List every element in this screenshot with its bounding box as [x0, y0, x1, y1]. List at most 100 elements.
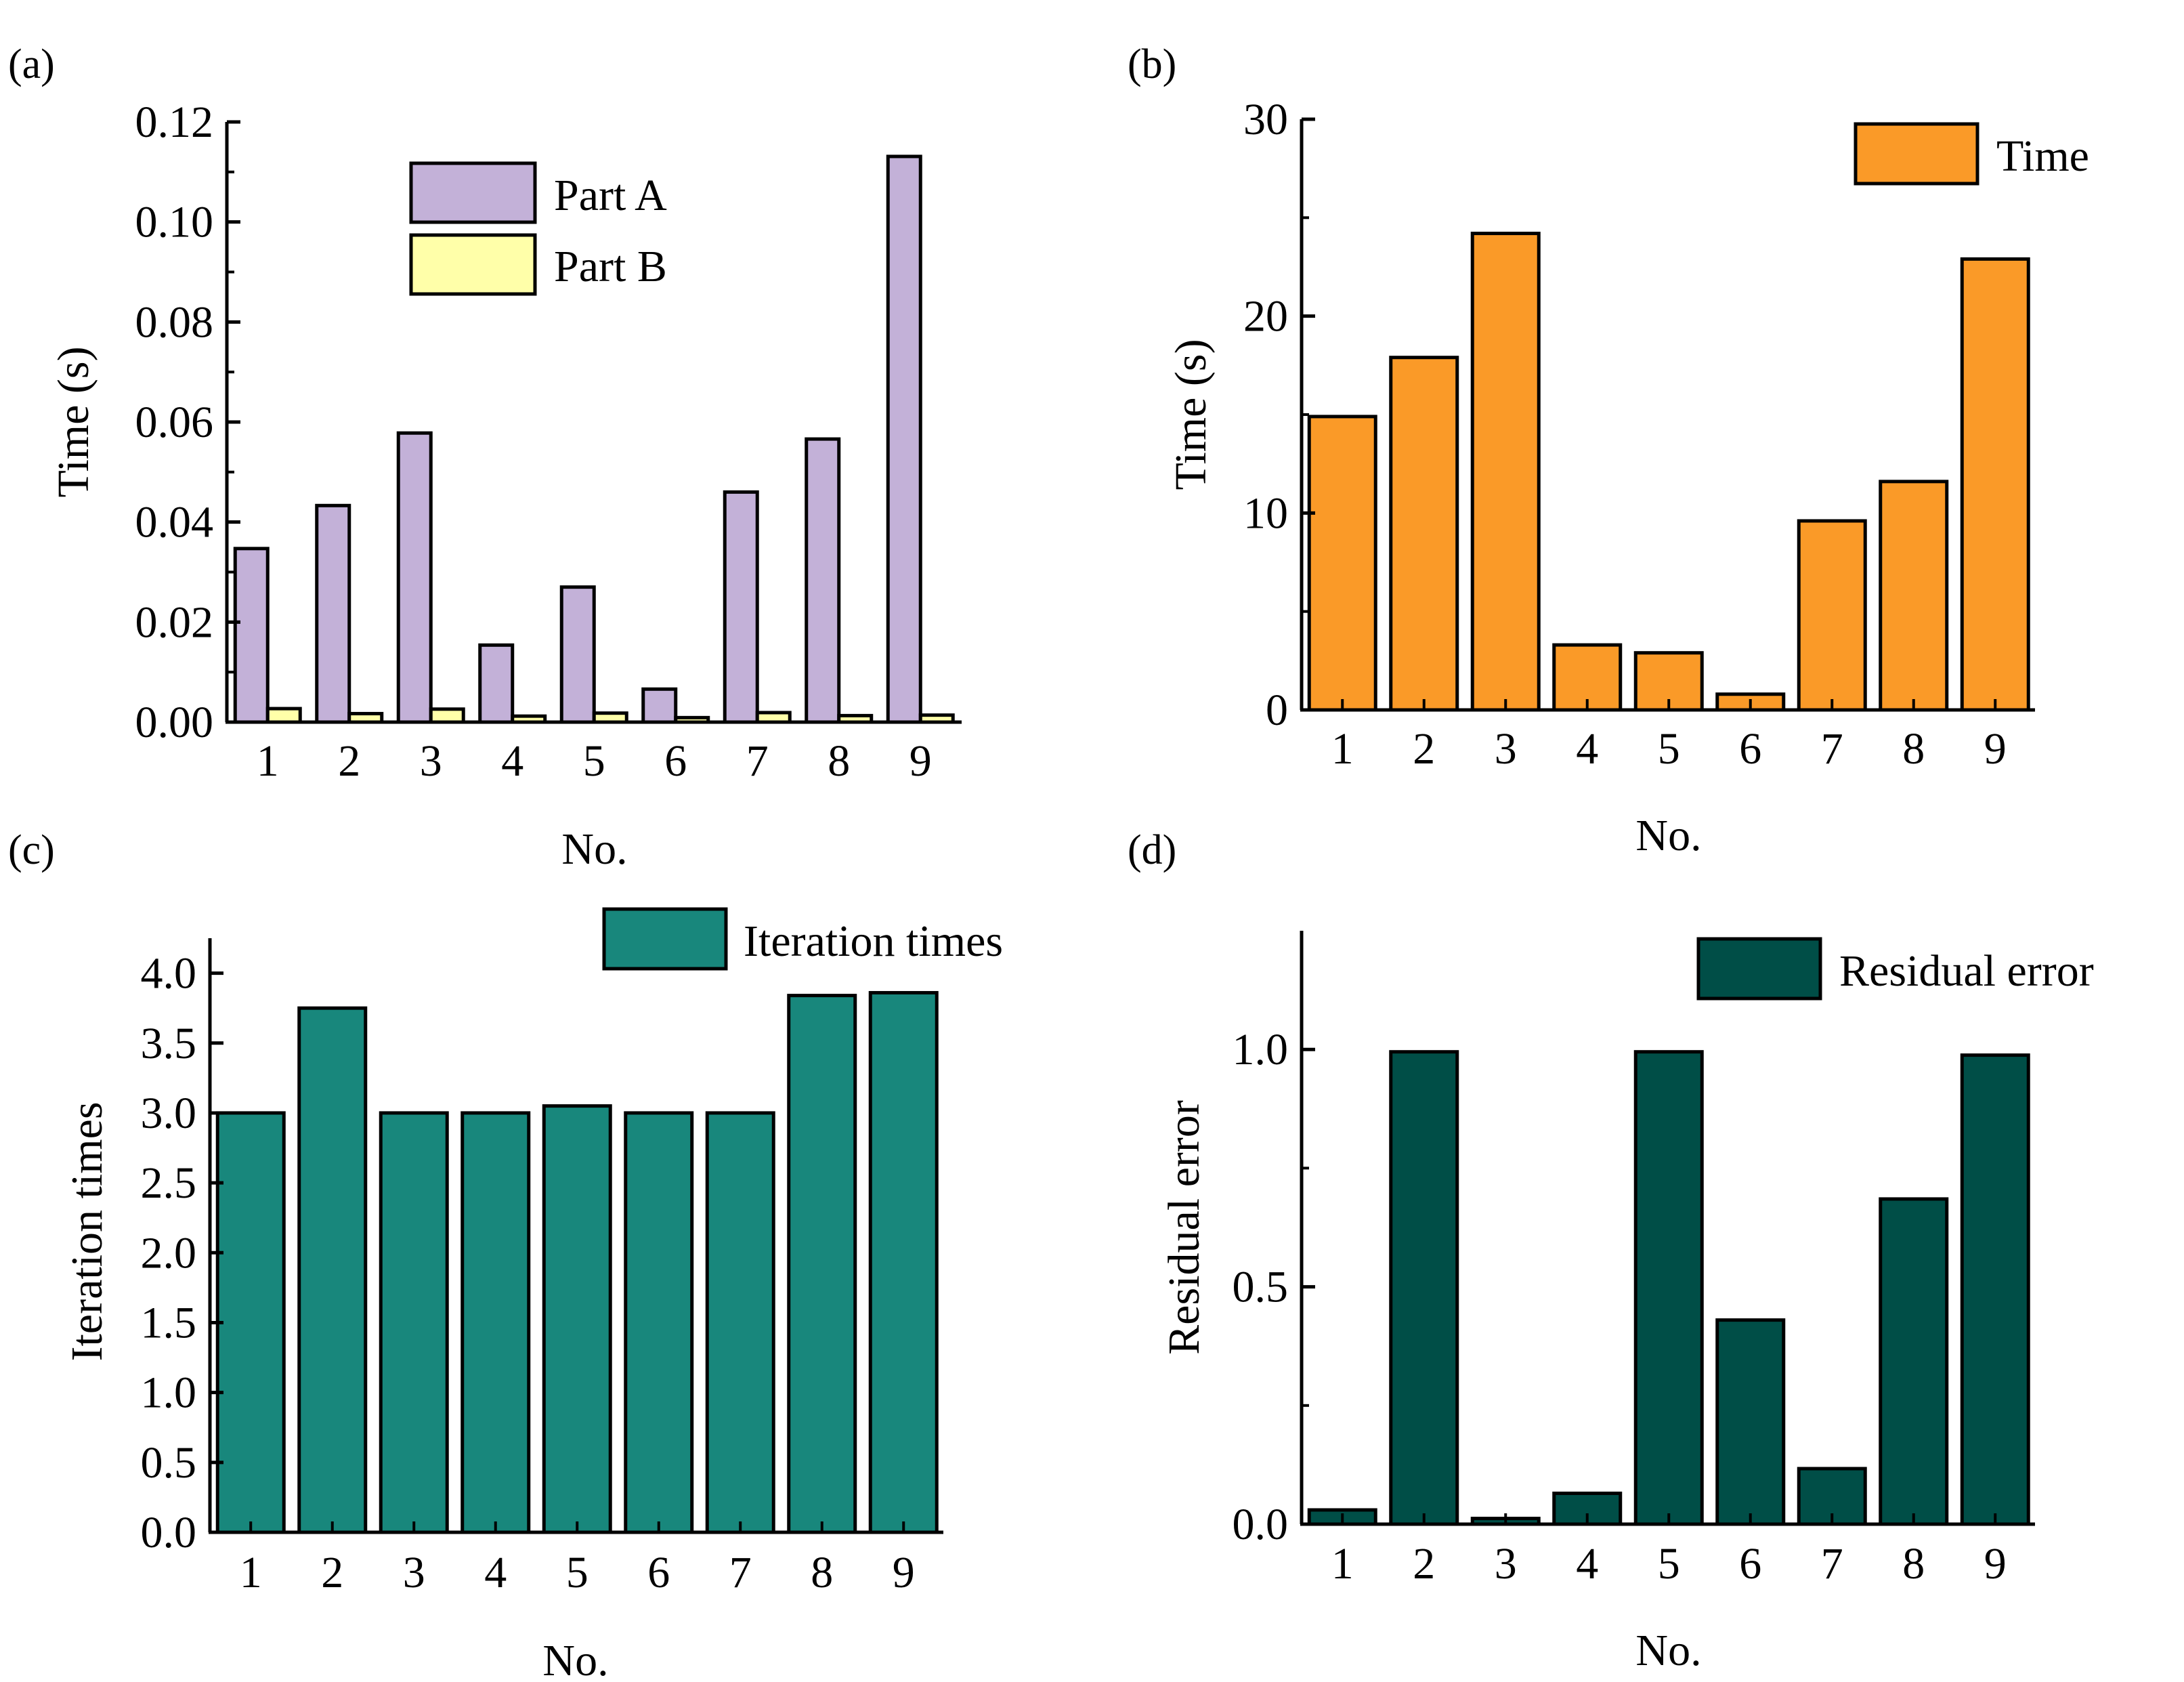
panel-label-a: (a) — [8, 41, 55, 87]
x-tick-label-d-5: 5 — [1658, 1539, 1680, 1589]
bar-d-residual-error-2 — [1389, 1050, 1459, 1526]
bar-c-iteration-times-9 — [868, 990, 939, 1534]
y-ticks-b: 0 10 20 30 — [1243, 95, 1315, 735]
x-tick-label-b-2: 2 — [1413, 724, 1435, 774]
y-tick-label-c-2: 1.0 — [141, 1368, 197, 1418]
x-tick-label-c-4: 4 — [484, 1548, 507, 1597]
y-tick-label-c-4: 2.0 — [141, 1228, 197, 1278]
x-tick-label-c-7: 7 — [729, 1548, 752, 1597]
x-tick-label-a-7: 7 — [746, 736, 769, 786]
y-tick-label-a-0: 0.00 — [135, 698, 214, 747]
x-tick-label-c-9: 9 — [893, 1548, 915, 1597]
y-tick-label-d-0: 0.0 — [1233, 1500, 1289, 1549]
x-tick-label-a-1: 1 — [257, 736, 279, 786]
x-tick-label-a-9: 9 — [909, 736, 932, 786]
x-tick-label-c-8: 8 — [811, 1548, 833, 1597]
y-axis-label-c: Iteration times — [62, 1101, 112, 1361]
panel-label-d: (d) — [1128, 827, 1176, 873]
bar-b-time-1 — [1307, 415, 1377, 712]
bar-c-iteration-times-8 — [787, 994, 857, 1534]
bar-c-iteration-times-1 — [215, 1111, 286, 1534]
x-tick-label-d-8: 8 — [1902, 1539, 1925, 1589]
y-tick-label-b-0: 0 — [1266, 686, 1288, 735]
panel-c: (c) 0.0 0.5 1.0 1.5 2.0 2.5 3.0 3.5 4.0 1 2 3 4 5 6 7 8… — [8, 827, 1003, 1682]
bar-a-part-a-4 — [478, 643, 515, 724]
y-tick-label-b-1: 10 — [1243, 488, 1288, 538]
bar-d-residual-error-6 — [1715, 1318, 1786, 1526]
bar-d-residual-error-9 — [1960, 1053, 2030, 1526]
bar-d-residual-error-8 — [1879, 1197, 1949, 1526]
legend-swatch-part-a — [409, 161, 537, 224]
y-tick-label-c-0: 0.0 — [141, 1508, 197, 1557]
x-tick-label-d-9: 9 — [1984, 1539, 2007, 1589]
x-tick-label-d-3: 3 — [1495, 1539, 1517, 1589]
bar-b-time-2 — [1389, 356, 1459, 712]
bars-d — [1307, 1050, 2030, 1526]
x-tick-label-a-6: 6 — [664, 736, 687, 786]
bar-a-part-a-3 — [396, 431, 433, 724]
bar-c-iteration-times-7 — [705, 1111, 775, 1534]
y-tick-label-d-2: 1.0 — [1233, 1025, 1289, 1074]
x-axis-label-d: No. — [1635, 1626, 1701, 1675]
x-tick-label-d-6: 6 — [1739, 1539, 1761, 1589]
bar-b-time-9 — [1960, 257, 2030, 712]
x-tick-label-a-3: 3 — [420, 736, 442, 786]
x-ticks-b: 1 2 3 4 5 6 7 8 9 — [1331, 699, 2007, 774]
y-tick-label-a-3: 0.06 — [135, 398, 214, 447]
bar-c-iteration-times-5 — [542, 1104, 612, 1534]
x-ticks-a: 1 2 3 4 5 6 7 8 9 — [257, 711, 932, 786]
x-tick-label-c-3: 3 — [403, 1548, 425, 1597]
y-tick-label-b-3: 30 — [1243, 95, 1288, 144]
y-tick-label-c-1: 0.5 — [141, 1438, 197, 1488]
bar-a-part-a-7 — [723, 490, 759, 724]
legend-a: Part A Part B — [409, 161, 667, 296]
y-tick-label-a-1: 0.02 — [135, 597, 214, 647]
legend-label-residual-error: Residual error — [1839, 946, 2094, 996]
x-ticks-d: 1 2 3 4 5 6 7 8 9 — [1331, 1513, 2007, 1589]
x-tick-label-d-1: 1 — [1331, 1539, 1354, 1589]
x-tick-label-b-3: 3 — [1495, 724, 1517, 774]
y-axis-label-b: Time (s) — [1166, 339, 1216, 490]
x-tick-label-c-6: 6 — [647, 1548, 670, 1597]
y-tick-label-c-3: 1.5 — [141, 1298, 197, 1347]
x-tick-label-b-9: 9 — [1984, 724, 2007, 774]
x-tick-label-c-1: 1 — [240, 1548, 262, 1597]
legend-c: Iteration times — [602, 907, 1003, 971]
x-tick-label-b-6: 6 — [1739, 724, 1761, 774]
bar-a-part-a-9 — [886, 154, 922, 724]
y-tick-label-b-2: 20 — [1243, 292, 1288, 341]
y-tick-label-c-7: 3.5 — [141, 1019, 197, 1068]
panel-b: (b) 0 10 20 30 1 2 3 4 5 6 7 8 9 No. Time (s) Time — [1128, 41, 2089, 860]
y-tick-label-a-4: 0.08 — [135, 297, 214, 347]
bar-b-time-3 — [1470, 232, 1541, 712]
bars-c — [215, 990, 939, 1534]
bar-b-time-7 — [1797, 519, 1867, 712]
y-axis-label-d: Residual error — [1159, 1100, 1209, 1355]
x-tick-label-a-5: 5 — [583, 736, 605, 786]
bar-d-residual-error-5 — [1633, 1050, 1704, 1526]
legend-swatch-time — [1854, 122, 1979, 186]
bar-c-iteration-times-4 — [461, 1111, 531, 1534]
x-tick-label-b-7: 7 — [1821, 724, 1843, 774]
y-ticks-a: 0.00 0.02 0.04 0.06 0.08 0.10 0.12 — [135, 98, 240, 747]
y-ticks-d: 0.0 0.5 1.0 — [1233, 1025, 1315, 1549]
bar-a-part-b-1 — [265, 707, 302, 724]
y-tick-label-c-6: 3.0 — [141, 1089, 197, 1138]
bar-a-part-a-5 — [559, 585, 596, 724]
legend-b: Time — [1854, 122, 2089, 186]
x-tick-label-d-7: 7 — [1821, 1539, 1843, 1589]
legend-label-iteration-times: Iteration times — [744, 917, 1003, 966]
bar-a-part-a-1 — [233, 547, 270, 724]
legend-label-time: Time — [1996, 131, 2089, 181]
bar-a-part-a-6 — [641, 687, 678, 724]
x-tick-label-b-5: 5 — [1658, 724, 1680, 774]
bar-c-iteration-times-3 — [379, 1111, 449, 1534]
y-tick-label-a-6: 0.12 — [135, 98, 214, 147]
legend-swatch-part-b — [409, 233, 537, 296]
bar-c-iteration-times-6 — [624, 1111, 694, 1534]
panel-a: (a) 0.00 0.02 0.04 0.06 0.08 0.10 0.12 1 2 3 4 5 6 7… — [8, 41, 962, 874]
panel-label-b: (b) — [1128, 41, 1176, 87]
y-ticks-c: 0.0 0.5 1.0 1.5 2.0 2.5 3.0 3.5 4.0 — [141, 949, 223, 1557]
x-axis-label-c: No. — [542, 1636, 608, 1682]
